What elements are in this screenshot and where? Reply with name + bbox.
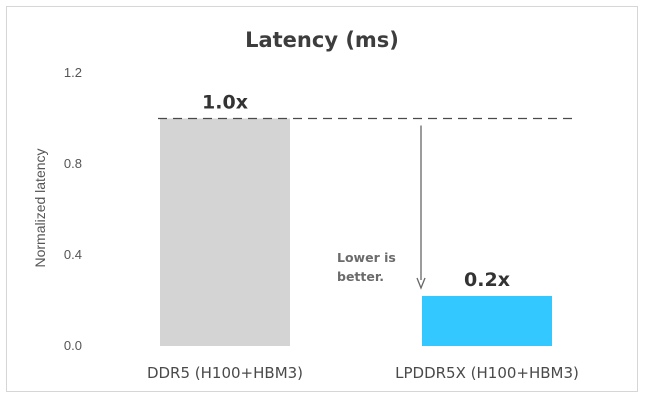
y-axis-ticks: 0.0 0.4 0.8 1.2 [64, 65, 82, 353]
y-tick-label: 0.8 [64, 156, 82, 171]
x-category-label: LPDDR5X (H100+HBM3) [395, 364, 579, 382]
data-label: 0.2x [464, 269, 510, 291]
x-axis-categories: DDR5 (H100+HBM3) LPDDR5X (H100+HBM3) [147, 364, 579, 382]
annotation-text: Lower is [337, 250, 396, 265]
arrow-head-icon [416, 277, 426, 290]
x-category-label: DDR5 (H100+HBM3) [147, 364, 303, 382]
y-tick-label: 0.4 [64, 247, 82, 262]
annotation-group: Lower is better. [337, 125, 426, 290]
bar-2 [422, 295, 552, 346]
annotation-text: better. [337, 269, 384, 284]
bar-1 [160, 118, 290, 346]
data-labels: 1.0x 0.2x [202, 92, 510, 291]
y-axis-label: Normalized latency [32, 148, 48, 267]
data-label: 1.0x [202, 92, 248, 114]
chart-title: Latency (ms) [245, 28, 399, 52]
bars [160, 118, 552, 346]
y-tick-label: 0.0 [64, 338, 82, 353]
y-tick-label: 1.2 [64, 65, 82, 80]
